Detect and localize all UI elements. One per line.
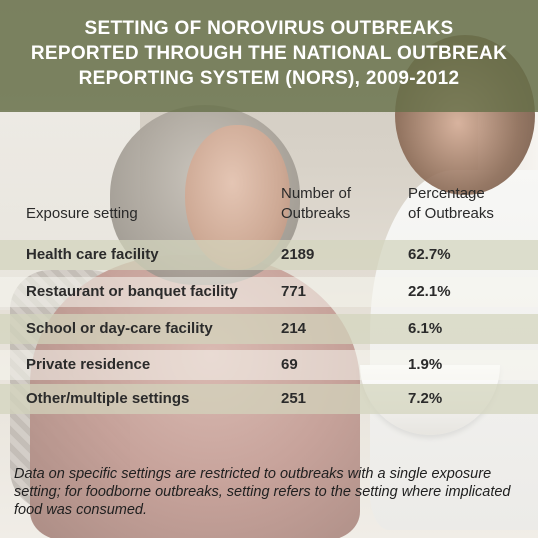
table-row: Private residence 69 1.9%	[0, 350, 538, 380]
header-number-of-outbreaks: Number of Outbreaks	[281, 184, 351, 224]
row-number: 214	[281, 320, 307, 337]
table-row: Health care facility 2189 62.7%	[0, 240, 538, 270]
footnote: Data on specific settings are restricted…	[14, 466, 511, 518]
row-percent: 6.1%	[408, 320, 443, 337]
header-percent-line-2: of Outbreaks	[408, 205, 494, 222]
table-header: Exposure setting Number of Outbreaks Per…	[0, 178, 538, 230]
row-percent: 22.1%	[408, 283, 451, 300]
row-percent: 7.2%	[408, 390, 443, 407]
row-percent: 62.7%	[408, 246, 451, 263]
row-number: 2189	[281, 246, 315, 263]
header-number-line-1: Number of	[281, 185, 352, 202]
title-line-1: SETTING OF NOROVIRUS OUTBREAKS	[84, 18, 454, 39]
title-band	[0, 0, 538, 112]
table-row: School or day-care facility 214 6.1%	[0, 314, 538, 344]
row-number: 251	[281, 390, 307, 407]
header-exposure-setting: Exposure setting	[26, 204, 138, 224]
header-number-line-2: Outbreaks	[281, 205, 351, 222]
table-row: Restaurant or banquet facility 771 22.1%	[0, 277, 538, 307]
row-setting: Health care facility	[26, 246, 159, 263]
row-setting: Private residence	[26, 356, 151, 373]
row-setting: School or day-care facility	[26, 320, 213, 337]
header-setting-label: Exposure setting	[26, 205, 138, 222]
row-setting: Restaurant or banquet facility	[26, 283, 238, 300]
chart-title: SETTING OF NOROVIRUS OUTBREAKS REPORTED …	[0, 16, 538, 91]
title-line-3: REPORTING SYSTEM (NORS), 2009-2012	[78, 68, 460, 89]
row-number: 771	[281, 283, 307, 300]
row-percent: 1.9%	[408, 356, 443, 373]
title-line-2: REPORTED THROUGH THE NATIONAL OUTBREAK	[30, 43, 508, 64]
row-number: 69	[281, 356, 298, 373]
row-setting: Other/multiple settings	[26, 390, 190, 407]
header-percent-line-1: Percentage	[408, 185, 485, 202]
table-row: Other/multiple settings 251 7.2%	[0, 384, 538, 414]
header-percentage-of-outbreaks: Percentage of Outbreaks	[408, 184, 494, 224]
